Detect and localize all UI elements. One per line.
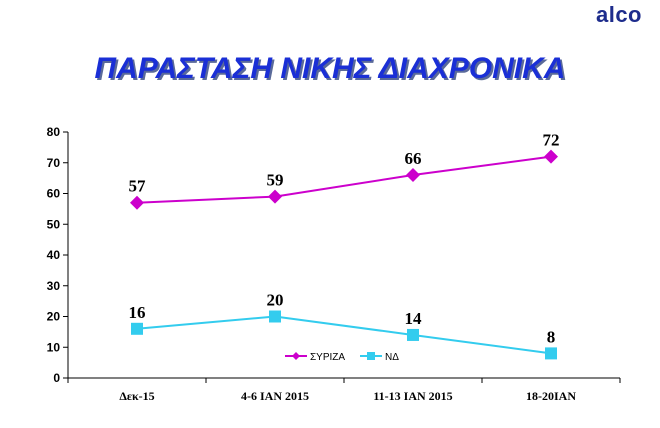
data-point-diamond [406,168,420,183]
chart-title: ΠΑΡΑΣΤΑΣΗ ΝΙΚΗΣ ΔΙΑΧΡΟΝΙΚΑ [94,52,566,85]
y-axis-ticks: 0 10 20 30 40 50 60 70 80 [47,125,68,385]
data-point-square [131,322,143,335]
chart-axes [67,132,620,379]
x-tick-label: Δεκ-15 [119,389,154,403]
legend-label: ΣΥΡΙΖΑ [310,352,345,363]
legend: ΣΥΡΙΖΑ ΝΔ [285,352,399,363]
x-tick-label: 11-13 ΙΑΝ 2015 [373,389,452,403]
y-tick-label: 70 [47,156,61,170]
data-label: 20 [267,291,284,310]
y-tick-label: 20 [47,310,61,324]
series-line-2 [136,315,552,355]
data-point-diamond [130,195,144,210]
data-label: 57 [129,177,147,196]
y-tick-label: 40 [47,248,61,262]
legend-label: ΝΔ [385,352,399,363]
data-point-diamond [268,189,282,204]
y-tick-label: 50 [47,217,61,231]
x-tick-label: 18-20ΙΑΝ [526,389,576,403]
data-point-square [407,328,419,341]
series-line-1 [136,155,552,204]
data-label: 14 [405,309,423,328]
y-tick-label: 0 [53,371,60,385]
data-label: 72 [543,131,560,150]
y-tick-label: 80 [47,125,61,139]
x-tick-label: 4-6 ΙΑΝ 2015 [241,389,309,403]
series-lines [136,155,552,355]
series-markers [130,149,558,360]
data-label: 8 [547,327,556,346]
y-tick-label: 10 [47,340,61,354]
x-axis-categories: Δεκ-15 4-6 ΙΑΝ 2015 11-13 ΙΑΝ 2015 18-20ΙΑΝ [67,378,621,403]
y-tick-label: 60 [47,187,61,201]
data-labels: 57 59 66 72 16 20 14 8 [129,131,560,347]
data-label: 66 [405,149,422,168]
brand-logo: alco [595,2,642,27]
data-point-square [269,310,281,323]
data-point-diamond [544,149,558,164]
legend-marker [292,352,300,360]
data-label: 59 [267,171,284,190]
data-label: 16 [129,303,146,322]
legend-marker [367,352,375,360]
y-tick-label: 30 [47,279,61,293]
data-point-square [545,347,557,360]
